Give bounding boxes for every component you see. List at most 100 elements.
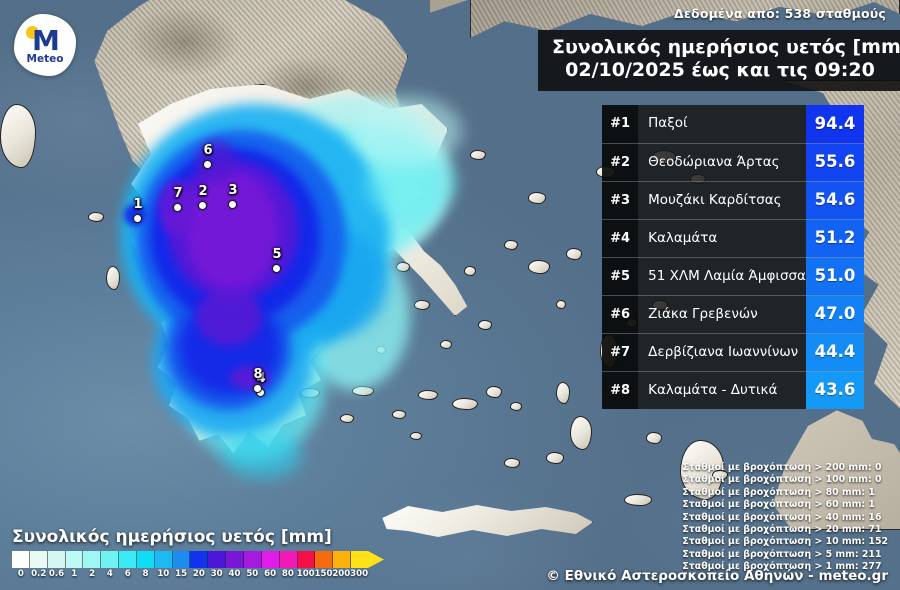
- station-rank: #5: [602, 257, 639, 296]
- stat-line: Σταθμοί με βροχόπτωση > 20 mm: 71: [682, 524, 882, 536]
- station-value: 47.0: [805, 295, 864, 334]
- island: [680, 440, 724, 500]
- colorbar-tick-label: 10: [157, 569, 170, 579]
- station-rank: #1: [602, 105, 639, 144]
- stat-line: Σταθμοί με βροχόπτωση > 5 mm: 211: [682, 548, 882, 560]
- island: [624, 494, 652, 506]
- colorbar-tick-label: 50: [246, 569, 259, 579]
- table-row: #7 Δερβίζιανα Ιωαννίνων 44.4: [602, 333, 864, 372]
- table-row: #8 Καλαμάτα - Δυτικά 43.6: [602, 371, 864, 409]
- colorbar-swatch: [101, 551, 120, 568]
- island: [712, 470, 728, 480]
- colorbar-swatch: [315, 551, 334, 568]
- stat-line: Σταθμοί με βροχόπτωση > 40 mm: 16: [682, 511, 882, 523]
- table-body: #1 Παξοί 94.4 #2 Θεοδώριανα Άρτας 55.6 #3 Μουζά…: [602, 105, 864, 409]
- colorbar-tick-label: 60: [264, 569, 277, 579]
- colorbar-tick-label: 300: [350, 569, 369, 579]
- station-marker-label: 7: [173, 186, 183, 201]
- station-value: 55.6: [805, 143, 864, 182]
- stat-line: Σταθμοί με βροχόπτωση > 10 mm: 152: [682, 536, 888, 548]
- colorbar-swatch: [136, 551, 155, 568]
- colorbar-legend: Συνολικός ημερήσιος υετός [mm] 0 0.2 0.6 1 2…: [12, 527, 384, 584]
- station-marker-label: 2: [198, 184, 208, 199]
- stations-count-note: Δεδομένα από: 538 σταθμούς: [674, 6, 886, 21]
- logo-wordmark: Meteo: [26, 53, 64, 65]
- colorbar-row: [12, 551, 384, 568]
- colorbar-swatch: [208, 551, 227, 568]
- table-row: #2 Θεοδώριανα Άρτας 55.6: [602, 143, 864, 182]
- colorbar-tick-label: 40: [228, 569, 241, 579]
- station-rank: #3: [602, 181, 639, 220]
- station-name: Παξοί: [638, 105, 806, 144]
- island: [570, 416, 592, 450]
- station-value: 43.6: [805, 371, 864, 409]
- precip-contour-violet: [196, 288, 262, 346]
- colorbar-swatch: [190, 551, 209, 568]
- station-pin-icon: [272, 264, 281, 273]
- stat-line: Σταθμοί με βροχόπτωση > 200 mm: 0: [682, 462, 882, 473]
- island: [0, 104, 36, 168]
- colorbar-ticks: 0 0.2 0.6 1 2 4 6 8 10 15 20 30 40 50 60 80 100 150 200 300: [12, 570, 368, 584]
- title-banner: Συνολικός ημερήσιος υετός [mm] 02/10/202…: [538, 30, 900, 91]
- colorbar-swatch: [333, 551, 352, 568]
- colorbar-arrow-icon: [368, 551, 384, 568]
- colorbar-tick-label: 20: [192, 569, 205, 579]
- island: [556, 382, 570, 404]
- station-marker-label: 8: [253, 367, 263, 382]
- colorbar-tick-label: 6: [124, 569, 131, 579]
- threshold-statistics: Σταθμοί με βροχόπτωση > 200 mm: 0 Σταθμοί…: [682, 462, 888, 574]
- station-marker-label: 4: [256, 371, 266, 386]
- island: [504, 240, 518, 250]
- top-stations-table: #1 Παξοί 94.4 #2 Θεοδώριανα Άρτας 55.6 #3 Μουζά…: [602, 105, 864, 409]
- colorbar-tick-label: 2: [89, 569, 96, 579]
- colorbar-tick-label: 0.6: [48, 569, 65, 579]
- colorbar-swatch: [12, 551, 30, 568]
- logo-letter: M: [32, 24, 60, 57]
- precip-contour-light: [222, 432, 302, 478]
- station-name: Ζιάκα Γρεβενών: [638, 295, 806, 334]
- island: [414, 300, 430, 310]
- island: [88, 212, 104, 222]
- station-pin-icon: [133, 214, 142, 223]
- island: [340, 414, 354, 423]
- colorbar-tick-label: 30: [210, 569, 223, 579]
- station-rank: #7: [602, 333, 639, 372]
- colorbar-title: Συνολικός ημερήσιος υετός [mm]: [12, 526, 332, 547]
- colorbar-tick-label: 200: [332, 569, 351, 579]
- island: [528, 260, 550, 274]
- colorbar-tick-label: 80: [281, 569, 294, 579]
- table-row: #5 51 ΧΛΜ Λαμία Άμφισσα 51.0: [602, 257, 864, 296]
- colorbar-tick-label: 4: [106, 569, 113, 579]
- colorbar-swatch: [29, 551, 48, 568]
- colorbar-swatch: [243, 551, 262, 568]
- island: [504, 458, 520, 468]
- colorbar-swatch: [154, 551, 173, 568]
- station-marker-label: 3: [228, 183, 238, 198]
- precip-contour-light: [352, 96, 462, 166]
- stat-line: Σταθμοί με βροχόπτωση > 80 mm: 1: [682, 486, 875, 498]
- station-marker-label: 6: [203, 143, 213, 158]
- colorbar-tick-label: 0.2: [31, 569, 47, 579]
- island: [510, 402, 522, 411]
- attribution: © Εθνικό Αστεροσκοπείο Αθηνών - meteo.gr: [546, 567, 888, 584]
- island: [556, 300, 566, 309]
- colorbar-tick-label: 150: [314, 569, 333, 579]
- station-name: 51 ΧΛΜ Λαμία Άμφισσα: [638, 257, 806, 296]
- page-subtitle: 02/10/2025 έως και τις 09:20: [565, 59, 875, 82]
- meteo-logo[interactable]: M Meteo: [14, 14, 76, 76]
- island: [470, 150, 486, 160]
- colorbar-tick-label: 8: [142, 569, 149, 579]
- island: [106, 266, 120, 290]
- station-marker-label: 5: [272, 247, 282, 262]
- page-title: Συνολικός ημερήσιος υετός [mm]: [552, 36, 900, 58]
- colorbar-swatch: [47, 551, 66, 568]
- table-row: #3 Μουζάκι Καρδίτσας 54.6: [602, 181, 864, 220]
- island: [392, 410, 406, 419]
- station-rank: #2: [602, 143, 639, 182]
- island: [410, 432, 422, 440]
- precip-contour-violet: [186, 172, 278, 290]
- island: [486, 386, 502, 398]
- station-pin-icon: [198, 201, 207, 210]
- station-rank: #8: [602, 371, 639, 409]
- island: [528, 192, 546, 204]
